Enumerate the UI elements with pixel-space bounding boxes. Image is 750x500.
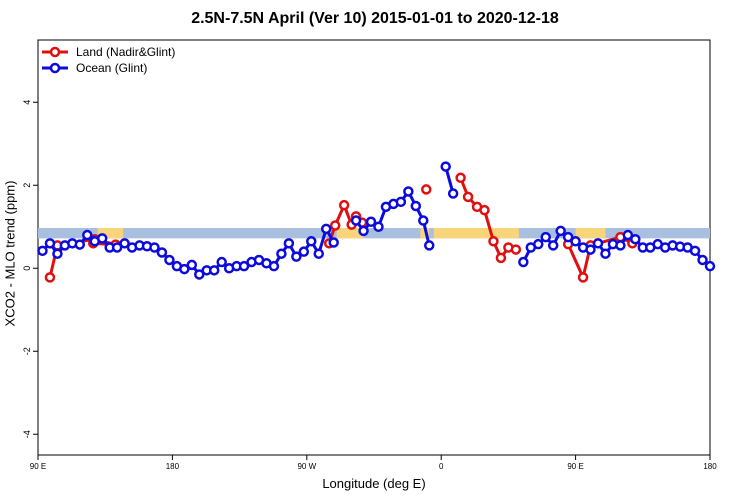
band-land-patch [97, 227, 124, 239]
x-tick-label: 90 E [30, 462, 46, 471]
data-point-land [495, 252, 507, 264]
band-land-patch [575, 227, 606, 239]
data-point-ocean [306, 236, 317, 247]
chart-title: 2.5N-7.5N April (Ver 10) 2015-01-01 to 2… [191, 10, 559, 27]
data-point-ocean [156, 247, 168, 258]
data-point-ocean [164, 254, 175, 266]
data-point-ocean [518, 256, 529, 268]
y-tick-label: 0 [22, 266, 32, 271]
data-point-ocean [547, 240, 559, 251]
data-point-ocean [208, 265, 220, 276]
data-point-ocean [689, 245, 701, 257]
data-point-ocean [447, 188, 459, 199]
y-tick-label: 2 [22, 183, 32, 188]
data-point-ocean [291, 251, 302, 262]
x-tick-label: 180 [703, 462, 717, 471]
data-point-ocean [540, 231, 551, 243]
data-point-ocean [600, 248, 611, 259]
data-point-ocean [44, 238, 56, 249]
data-point-ocean [592, 238, 604, 249]
data-point-ocean [630, 233, 641, 245]
data-point-ocean [96, 233, 108, 244]
data-point-land [329, 220, 341, 231]
data-point-ocean [276, 248, 287, 259]
data-point-ocean [704, 260, 716, 272]
legend-label-land: Land (Nadir&Glint) [76, 45, 176, 59]
x-tick-label: 0 [439, 462, 444, 471]
y-tick-label: 4 [22, 100, 32, 105]
data-point-ocean [328, 237, 339, 248]
data-point-land [479, 204, 490, 216]
x-tick-label: 180 [166, 462, 180, 471]
legend-item-ocean: Ocean (Glint) [40, 60, 175, 76]
data-point-ocean [365, 216, 377, 228]
data-point-ocean [283, 238, 295, 249]
data-point-ocean [418, 215, 429, 226]
data-point-ocean [585, 244, 596, 255]
data-point-ocean [373, 221, 384, 232]
data-point-ocean [555, 225, 566, 237]
data-point-ocean [52, 248, 63, 259]
data-point-ocean [313, 248, 324, 259]
data-point-ocean [622, 229, 634, 241]
legend-swatch-land [42, 46, 68, 58]
data-point-land [577, 272, 589, 283]
data-point-ocean [194, 269, 205, 280]
data-point-ocean [179, 263, 190, 275]
band-land-patch [336, 227, 364, 239]
y-axis-label: XCO2 - MLO trend (ppm) [2, 180, 18, 327]
data-point-ocean [358, 225, 369, 237]
data-point-ocean [149, 242, 160, 253]
data-point-ocean [186, 259, 198, 271]
data-point-ocean [533, 238, 544, 250]
x-axis-label: Longitude (deg E) [322, 476, 426, 491]
background-band [38, 227, 710, 239]
data-point-land [462, 191, 474, 203]
y-tick-label: -2 [22, 347, 32, 355]
data-point-land [421, 184, 432, 195]
data-point-ocean [403, 186, 414, 197]
data-point-land [338, 199, 350, 211]
legend-label-ocean: Ocean (Glint) [76, 61, 148, 75]
band-land-patch [420, 227, 430, 239]
data-point-ocean [424, 240, 435, 251]
data-point-ocean [350, 215, 362, 226]
data-point-ocean [37, 245, 48, 257]
y-tick-label: -4 [22, 430, 32, 438]
legend-swatch-ocean [42, 62, 68, 74]
band-land-patch [433, 227, 519, 239]
data-point-ocean [697, 254, 708, 266]
legend-item-land: Land (Nadir&Glint) [40, 44, 175, 60]
data-point-land [488, 236, 499, 247]
data-point-land [510, 244, 522, 255]
data-point-ocean [562, 231, 574, 243]
data-point-ocean [216, 256, 227, 268]
data-point-ocean [395, 196, 407, 208]
data-point-land [44, 272, 56, 283]
data-point-ocean [238, 260, 250, 272]
x-tick-label: 90 W [297, 462, 316, 471]
data-point-ocean [268, 260, 280, 272]
data-point-ocean [570, 236, 581, 247]
data-point-ocean [82, 229, 93, 241]
data-point-ocean [440, 161, 451, 172]
x-tick-label: 90 E [567, 462, 583, 471]
data-point-ocean [111, 242, 123, 253]
legend: Land (Nadir&Glint) Ocean (Glint) [40, 44, 175, 76]
data-point-ocean [74, 239, 86, 250]
data-point-ocean [615, 240, 626, 251]
data-point-ocean [119, 238, 130, 249]
data-point-ocean [298, 246, 310, 257]
data-point-ocean [320, 223, 332, 235]
data-point-land [455, 172, 466, 184]
data-point-ocean [410, 200, 422, 212]
plot-frame [37, 39, 711, 456]
